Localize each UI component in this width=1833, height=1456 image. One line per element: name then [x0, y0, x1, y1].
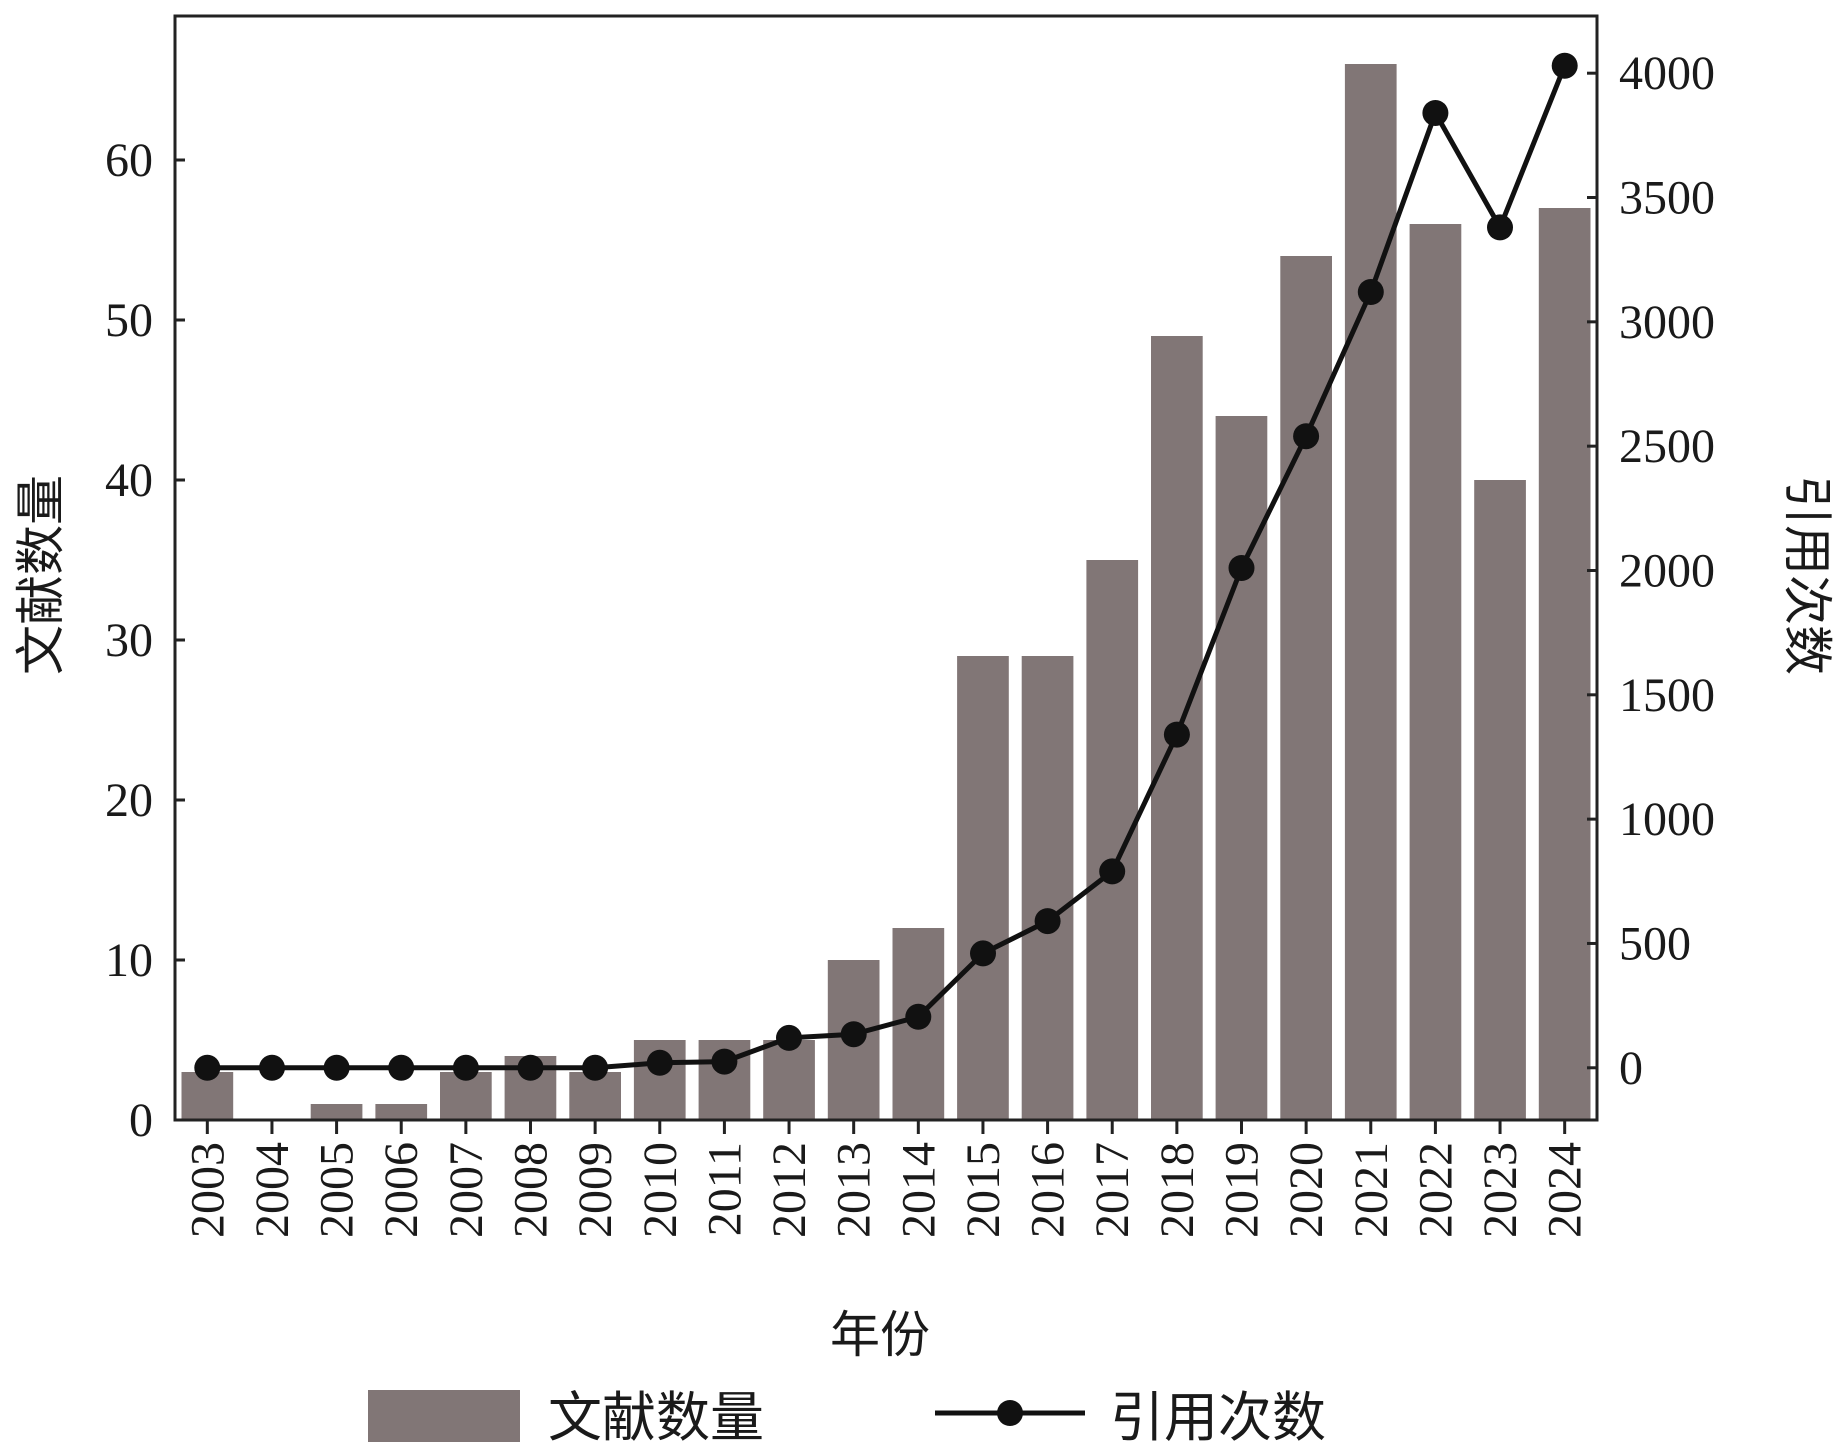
x-tick-label: 2011 — [698, 1142, 751, 1236]
y-axis-label-right: 引用次数 — [1778, 475, 1833, 675]
left-axis: 0 10 20 30 40 50 60 — [105, 134, 185, 1147]
citation-point-2015 — [970, 940, 996, 967]
x-tick-label: 2015 — [957, 1142, 1010, 1238]
legend-line-label: 引用次数 — [1110, 1386, 1326, 1449]
x-tick-label: 2023 — [1474, 1142, 1527, 1238]
citation-point-2004 — [259, 1054, 285, 1081]
x-tick-label: 2006 — [375, 1142, 428, 1238]
citation-point-2021 — [1357, 279, 1384, 305]
citation-line-layer — [194, 52, 1578, 1081]
citation-point-2022 — [1422, 100, 1449, 126]
right-tick-label: 3000 — [1619, 296, 1715, 349]
citation-point-2006 — [388, 1054, 415, 1081]
citation-line — [207, 64, 1568, 1071]
citation-point-2017 — [1099, 858, 1126, 885]
x-tick-label: 2018 — [1151, 1142, 1204, 1238]
bar-2019 — [1215, 416, 1268, 1120]
bar-2005 — [310, 1104, 363, 1120]
x-tick-label: 2005 — [311, 1142, 364, 1238]
bar-2024 — [1538, 208, 1591, 1120]
x-tick-label: 2010 — [634, 1142, 687, 1238]
citation-point-2012 — [776, 1024, 802, 1051]
x-tick-label: 2004 — [246, 1142, 299, 1238]
x-tick-label: 2016 — [1022, 1142, 1075, 1238]
bar-2017 — [1086, 560, 1139, 1120]
citation-point-2005 — [323, 1054, 350, 1081]
left-tick-label: 30 — [105, 614, 153, 667]
x-tick-label: 2019 — [1216, 1142, 1269, 1238]
citation-point-2023 — [1487, 214, 1513, 241]
citation-point-2011 — [711, 1048, 738, 1075]
right-tick-label: 1000 — [1619, 793, 1715, 846]
citation-point-2007 — [452, 1054, 479, 1081]
x-tick-label: 2009 — [569, 1142, 622, 1238]
right-tick-label: 4000 — [1619, 47, 1715, 100]
bar-2020 — [1280, 256, 1332, 1120]
right-tick-label: 2000 — [1619, 544, 1715, 597]
bar-2023 — [1474, 480, 1526, 1120]
x-tick-label: 2008 — [505, 1142, 558, 1238]
bar-2016 — [1021, 656, 1074, 1120]
citation-point-2010 — [646, 1049, 673, 1076]
x-axis: 2003 2004 2005 2006 2007 2008 2009 2010 2011 2012… — [181, 1120, 1592, 1238]
right-tick-label: 0 — [1619, 1042, 1643, 1095]
citation-point-2020 — [1293, 423, 1320, 450]
left-tick-label: 50 — [105, 294, 153, 347]
citation-point-2014 — [905, 1003, 932, 1030]
left-tick-label: 20 — [105, 774, 153, 827]
bar-2012 — [763, 1040, 815, 1120]
y-axis-label-left: 文献数量 — [12, 475, 70, 675]
x-tick-label: 2017 — [1086, 1142, 1139, 1238]
x-tick-label: 2003 — [181, 1142, 234, 1238]
legend-bar-swatch — [368, 1390, 520, 1442]
plot-frame — [173, 14, 1599, 1122]
x-tick-label: 2014 — [892, 1142, 945, 1238]
bar-2022 — [1409, 224, 1462, 1120]
x-tick-label: 2020 — [1280, 1142, 1333, 1238]
right-tick-label: 3500 — [1619, 172, 1715, 225]
bar-2006 — [375, 1104, 428, 1120]
bar-2021 — [1344, 64, 1397, 1120]
x-tick-label: 2024 — [1539, 1142, 1592, 1238]
legend: 文献数量 引用次数 — [368, 1386, 1326, 1449]
left-tick-label: 0 — [129, 1094, 153, 1147]
citation-point-2018 — [1163, 721, 1190, 748]
left-tick-label: 10 — [105, 934, 153, 987]
x-tick-label: 2022 — [1409, 1142, 1462, 1238]
legend-bar-label: 文献数量 — [548, 1386, 764, 1449]
x-tick-label: 2021 — [1345, 1142, 1398, 1238]
citation-point-2019 — [1228, 555, 1255, 581]
legend-line-marker — [997, 1400, 1023, 1426]
citation-point-2008 — [517, 1054, 544, 1081]
left-tick-label: 40 — [105, 454, 153, 507]
right-axis: 0 500 1000 1500 2000 2500 3000 3500 4000 — [1587, 47, 1715, 1095]
left-tick-label: 60 — [105, 134, 153, 187]
citation-point-2013 — [840, 1021, 867, 1048]
bar-2015 — [957, 656, 1009, 1120]
citation-point-2009 — [582, 1054, 609, 1081]
citation-point-2003 — [194, 1054, 221, 1081]
citation-point-2016 — [1034, 908, 1061, 935]
x-axis-label: 年份 — [830, 1306, 930, 1364]
x-tick-label: 2007 — [440, 1142, 493, 1238]
right-tick-label: 2500 — [1619, 420, 1715, 473]
right-tick-label: 1500 — [1619, 669, 1715, 722]
x-tick-label: 2013 — [828, 1142, 881, 1238]
x-tick-label: 2012 — [763, 1142, 816, 1238]
right-tick-label: 500 — [1619, 917, 1691, 970]
citation-point-2024 — [1551, 52, 1578, 79]
bars-layer — [181, 64, 1591, 1120]
